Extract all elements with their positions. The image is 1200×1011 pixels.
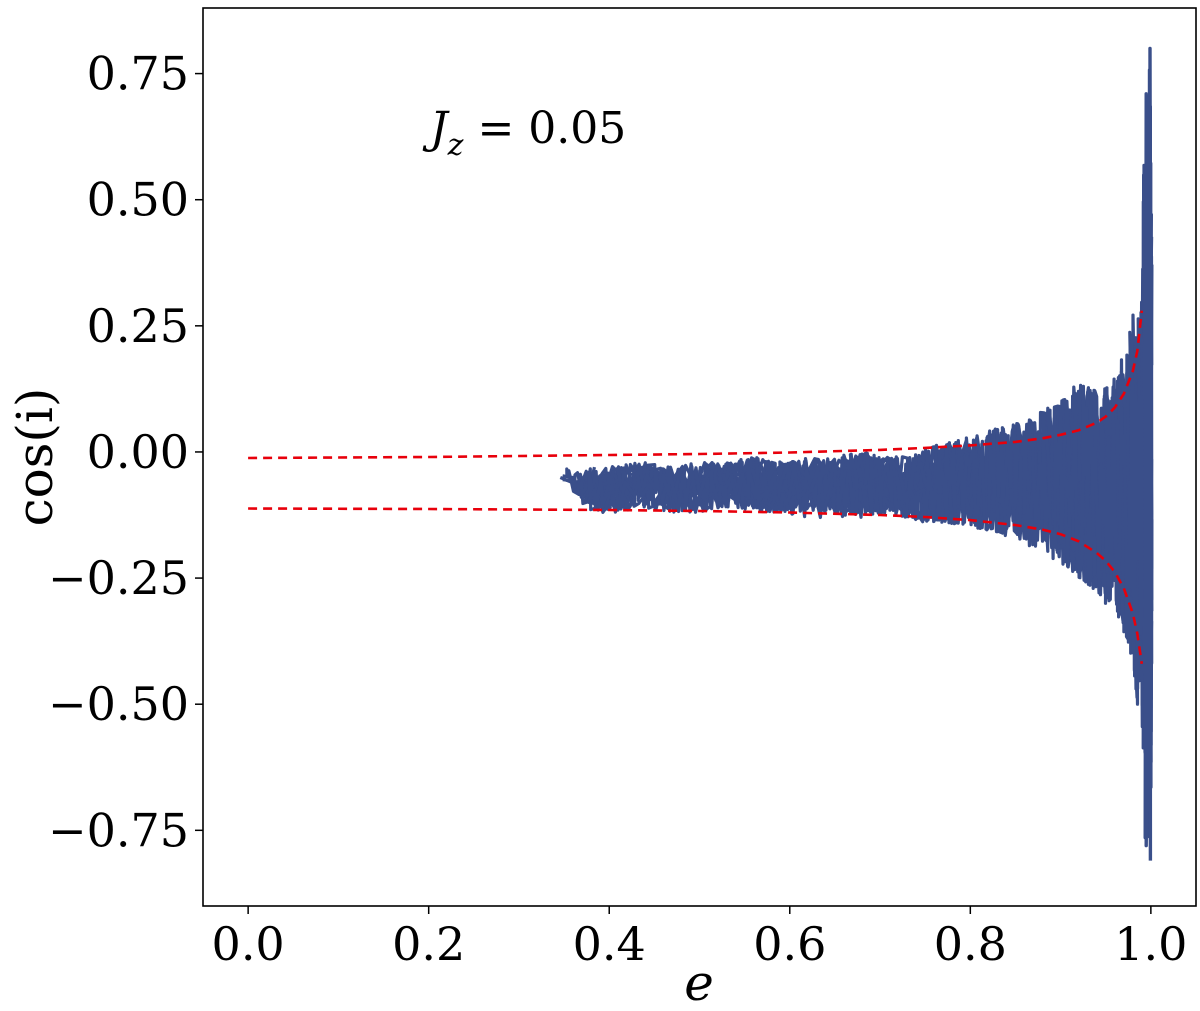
lower-bound-line (248, 507, 1144, 664)
x-axis-label: e (684, 954, 714, 1011)
y-tick-label: −0.75 (48, 803, 189, 857)
x-tick-label: 0.6 (753, 917, 826, 971)
y-tick-label: −0.25 (48, 551, 189, 605)
y-tick-label: −0.50 (48, 677, 189, 731)
plot-area (248, 46, 1154, 861)
y-tick-label: 0.25 (87, 299, 189, 353)
x-tick-label: 1.0 (1114, 917, 1187, 971)
upper-bound-line (248, 310, 1144, 460)
axis-ticks: 0.0 0.2 0.4 0.6 0.8 1.0 −0.75 −0.50 −0.25 0.00 0.2… (48, 47, 1187, 971)
y-tick-label: 0.75 (87, 47, 189, 101)
trajectory-spike (1142, 46, 1153, 861)
x-tick-label: 0.2 (392, 917, 465, 971)
plot-frame (202, 7, 1197, 907)
trajectory-line (575, 113, 1154, 760)
x-tick-label: 0.0 (212, 917, 285, 971)
y-tick-label: 0.00 (87, 425, 189, 479)
x-tick-label: 0.4 (573, 917, 646, 971)
annotation-jz: Jz = 0.05 (422, 103, 626, 163)
x-tick-label: 0.8 (934, 917, 1007, 971)
y-tick-label: 0.50 (87, 173, 189, 227)
y-axis-label: cos(i) (6, 388, 64, 527)
